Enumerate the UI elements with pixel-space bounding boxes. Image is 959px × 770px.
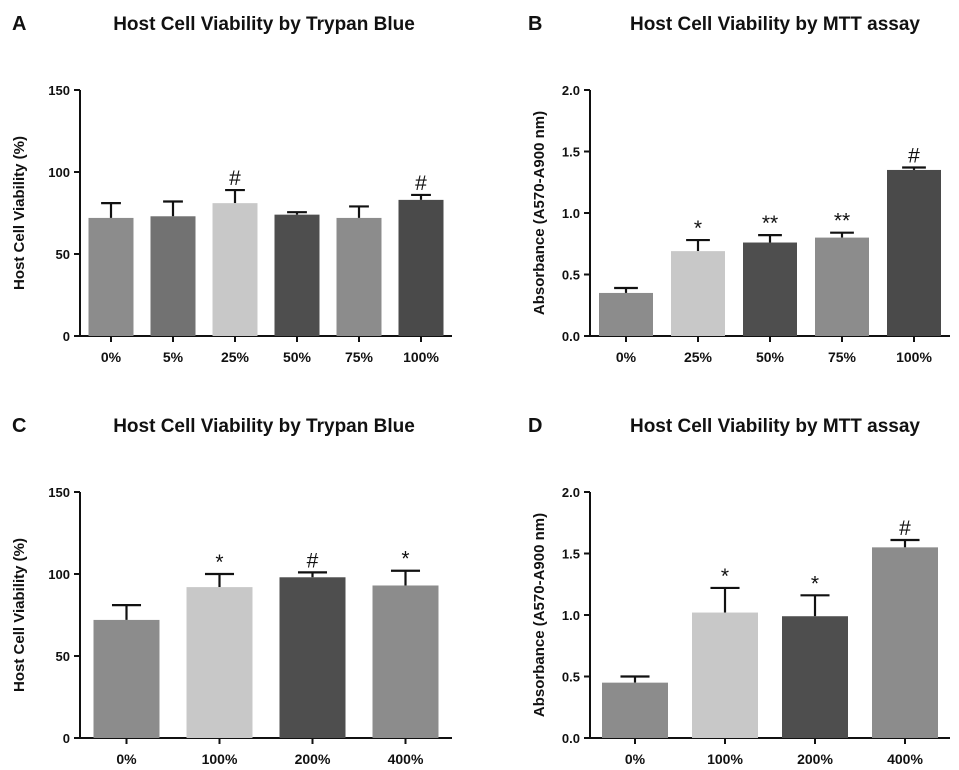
bar <box>274 214 320 336</box>
plot-area: Absorbance (A570-A900 nm) 0.0 0.5 1.0 1.5 2.0… <box>531 83 950 365</box>
bar <box>372 585 439 738</box>
bar <box>93 619 160 738</box>
y-tick-label: 0 <box>63 731 70 746</box>
x-tick-label: 400% <box>887 751 923 767</box>
significance-label: * <box>721 565 729 588</box>
chart-title: Host Cell Viability by Trypan Blue <box>113 416 415 437</box>
panel-letter: C <box>12 415 26 437</box>
y-tick-label: 1.0 <box>562 206 580 221</box>
panel-b: B Host Cell Viability by MTT assay Absor… <box>528 13 950 365</box>
bar <box>743 242 797 336</box>
x-tick-label: 0% <box>116 751 137 767</box>
panel-d: D Host Cell Viability by MTT assay Absor… <box>528 415 950 767</box>
bar <box>88 217 134 336</box>
significance-label: ** <box>834 210 850 233</box>
bar <box>887 169 941 336</box>
y-axis-label: Absorbance (A570-A900 nm) <box>531 513 548 717</box>
x-tick-label: 0% <box>625 751 646 767</box>
plot-area: Absorbance (A570-A900 nm) 0.0 0.5 1.0 1.5 2.0… <box>531 485 950 767</box>
y-tick-label: 100 <box>48 165 70 180</box>
y-tick-label: 150 <box>48 485 70 500</box>
x-tick-label: 75% <box>345 349 374 365</box>
bar <box>671 251 725 336</box>
panel-a: A Host Cell Viability by Trypan Blue Hos… <box>11 13 452 365</box>
significance-label: * <box>694 217 702 240</box>
y-tick-label: 50 <box>56 649 70 664</box>
y-axis-label: Absorbance (A570-A900 nm) <box>531 111 548 315</box>
x-tick-label: 0% <box>101 349 122 365</box>
y-tick-label: 50 <box>56 247 70 262</box>
significance-label: # <box>415 172 427 195</box>
y-tick-label: 1.5 <box>562 547 580 562</box>
significance-label: ** <box>762 212 778 235</box>
y-tick-label: 150 <box>48 83 70 98</box>
bar <box>336 217 382 336</box>
x-tick-label: 0% <box>616 349 637 365</box>
chart-title: Host Cell Viability by MTT assay <box>630 416 920 437</box>
bar <box>186 587 253 738</box>
bar <box>279 577 346 738</box>
chart-title: Host Cell Viability by MTT assay <box>630 14 920 35</box>
x-tick-label: 200% <box>797 751 833 767</box>
bar <box>815 237 869 336</box>
y-tick-label: 2.0 <box>562 485 580 500</box>
bar <box>872 547 938 738</box>
x-tick-label: 100% <box>202 751 238 767</box>
y-tick-label: 1.0 <box>562 608 580 623</box>
panel-letter: D <box>528 415 542 437</box>
x-tick-label: 50% <box>756 349 785 365</box>
plot-area: Host Cell Viability (%) 0 50 100 150 0% 100% * 2… <box>11 485 452 767</box>
y-tick-label: 100 <box>48 567 70 582</box>
x-tick-label: 100% <box>403 349 439 365</box>
significance-label: # <box>899 517 911 540</box>
bar <box>599 292 653 336</box>
plot-area: Host Cell Viability (%) 0 50 100 150 0% 5% 25% #… <box>11 83 452 365</box>
y-tick-label: 0 <box>63 329 70 344</box>
y-axis-label: Host Cell Viability (%) <box>11 136 28 290</box>
bar <box>150 216 196 336</box>
bar <box>782 616 848 738</box>
chart-title: Host Cell Viability by Trypan Blue <box>113 14 415 35</box>
y-tick-label: 2.0 <box>562 83 580 98</box>
significance-label: # <box>229 167 241 190</box>
y-tick-label: 0.0 <box>562 731 580 746</box>
bar <box>602 682 668 738</box>
x-tick-label: 100% <box>707 751 743 767</box>
x-tick-label: 200% <box>295 751 331 767</box>
x-tick-label: 75% <box>828 349 857 365</box>
y-tick-label: 0.0 <box>562 329 580 344</box>
bar <box>212 203 258 336</box>
panel-letter: B <box>528 13 542 35</box>
y-tick-label: 0.5 <box>562 670 580 685</box>
significance-label: * <box>215 551 223 574</box>
panel-letter: A <box>12 13 26 35</box>
bar <box>692 612 758 738</box>
significance-label: * <box>401 548 409 571</box>
significance-label: # <box>307 549 319 572</box>
significance-label: # <box>908 144 920 167</box>
x-tick-label: 50% <box>283 349 312 365</box>
panel-c: C Host Cell Viability by Trypan Blue Hos… <box>11 415 452 767</box>
x-tick-label: 5% <box>163 349 184 365</box>
x-tick-label: 400% <box>388 751 424 767</box>
bar <box>398 199 444 336</box>
y-tick-label: 0.5 <box>562 268 580 283</box>
x-tick-label: 25% <box>684 349 713 365</box>
x-tick-label: 100% <box>896 349 932 365</box>
x-tick-label: 25% <box>221 349 250 365</box>
significance-label: * <box>811 572 819 595</box>
y-tick-label: 1.5 <box>562 145 580 160</box>
y-axis-label: Host Cell Viability (%) <box>11 538 28 692</box>
